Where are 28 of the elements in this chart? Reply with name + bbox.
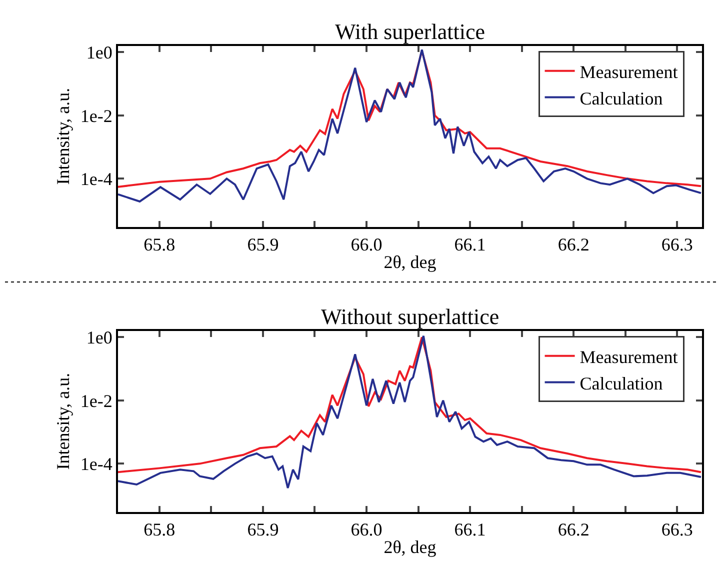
x-tick-label: 66.1	[454, 519, 486, 540]
x-tick-label: 65.8	[144, 519, 176, 540]
y-axis-title: Intensity, a.u.	[53, 88, 74, 185]
chart-title: With superlattice	[335, 19, 486, 44]
x-tick-label: 66.0	[350, 519, 382, 540]
x-tick-label: 65.8	[144, 234, 176, 254]
x-tick-label: 65.9	[247, 234, 279, 254]
legend-label: Calculation	[580, 373, 663, 394]
x-tick-label: 66.2	[558, 234, 590, 254]
y-tick-label: 1e-2	[80, 390, 112, 411]
chart-title: Without superlattice	[321, 304, 500, 329]
x-tick-label: 66.3	[661, 519, 693, 540]
x-axis-title: 2θ, deg	[384, 537, 436, 558]
y-tick-label: 1e0	[86, 42, 112, 63]
x-tick-label: 66.2	[558, 519, 590, 540]
x-tick-label: 65.9	[247, 519, 279, 540]
legend-label: Calculation	[580, 88, 663, 108]
legend-label: Measurement	[580, 346, 678, 367]
y-tick-label: 1e-2	[80, 106, 112, 126]
x-axis-title: 2θ, deg	[384, 252, 436, 272]
x-tick-label: 66.0	[350, 234, 382, 254]
legend-label: Measurement	[580, 62, 678, 82]
y-tick-label: 1e-4	[80, 454, 112, 474]
y-tick-label: 1e0	[86, 328, 112, 348]
x-tick-label: 66.1	[454, 234, 486, 254]
x-tick-label: 66.3	[661, 234, 693, 254]
y-tick-label: 1e-4	[80, 168, 112, 189]
y-axis-title: Intensity, a.u.	[53, 372, 74, 470]
